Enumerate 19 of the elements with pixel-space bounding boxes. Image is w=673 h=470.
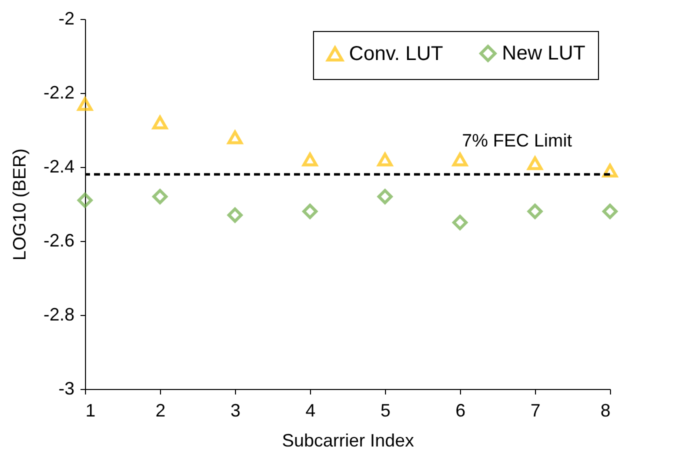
y-axis-title: LOG10 (BER) xyxy=(9,148,30,261)
y-tick-label: -2.2 xyxy=(43,82,74,102)
y-tick-label: -2.4 xyxy=(43,156,74,176)
legend-label: New LUT xyxy=(502,42,586,64)
x-axis-title: Subcarrier Index xyxy=(282,430,414,450)
legend-label: Conv. LUT xyxy=(349,42,444,65)
x-tick-label: 1 xyxy=(86,400,96,420)
y-tick-label: -3 xyxy=(58,378,74,398)
x-tick-label: 8 xyxy=(600,400,610,420)
x-tick-label: 2 xyxy=(155,400,166,420)
ref-line-label: 7% FEC Limit xyxy=(462,130,572,150)
x-tick-label: 5 xyxy=(380,400,391,420)
x-tick-label: 4 xyxy=(305,400,316,420)
y-tick-label: -2.6 xyxy=(43,230,74,250)
x-tick-label: 3 xyxy=(230,400,241,420)
y-tick-label: -2.8 xyxy=(43,304,74,324)
x-tick-label: 6 xyxy=(455,400,466,420)
x-tick-label: 7 xyxy=(530,400,541,420)
y-tick-label: -2 xyxy=(58,8,74,28)
